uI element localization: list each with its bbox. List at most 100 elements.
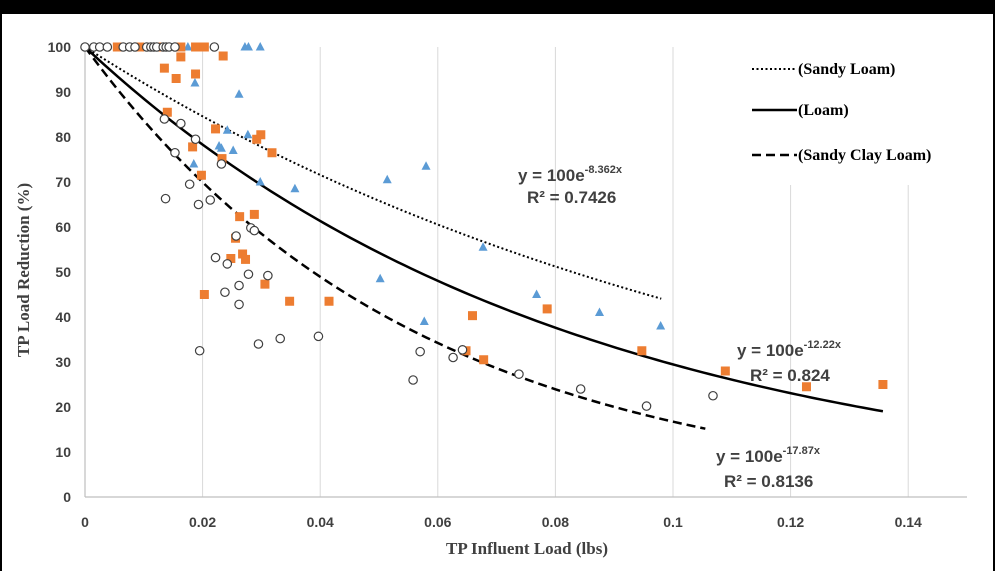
square-marker: [171, 74, 181, 83]
circle-marker: [80, 42, 90, 52]
equation-text-sandy-loam: y = 100e-8.362x: [518, 164, 623, 185]
y-tick-label: 40: [55, 309, 71, 325]
circle-marker: [220, 287, 230, 298]
triangle-marker: [243, 129, 253, 139]
circle-marker: [514, 369, 524, 379]
circle-marker: [216, 159, 227, 169]
axes: [84, 47, 967, 498]
square-marker: [479, 355, 489, 365]
circle-marker: [130, 42, 140, 52]
circle-marker: [243, 269, 254, 280]
square-marker: [188, 142, 198, 152]
circle-marker: [415, 346, 425, 357]
equation-text-loam: y = 100e-12.22x: [737, 339, 842, 360]
square-marker: [162, 107, 172, 117]
legend-label-sandy-clay-loam: (Sandy Clay Loam): [798, 147, 931, 164]
x-tick-label: 0.14: [895, 514, 922, 530]
square-marker: [249, 209, 259, 219]
square-marker: [191, 69, 201, 79]
circle-marker: [249, 225, 260, 236]
square-marker: [176, 52, 186, 62]
right-border: [993, 0, 995, 571]
x-tick-label: 0.06: [424, 514, 451, 530]
square-marker: [196, 170, 206, 180]
square-marker: [542, 304, 552, 314]
circle-marker: [193, 199, 204, 210]
triangle-marker: [228, 145, 238, 154]
left-border: [0, 0, 2, 571]
circle-marker: [231, 231, 241, 241]
circle-marker: [448, 352, 458, 363]
circle-marker: [102, 42, 113, 52]
square-marker: [256, 130, 266, 140]
r2-text-loam: R² = 0.824: [750, 366, 830, 385]
square-marker: [211, 124, 221, 134]
square-marker: [112, 42, 122, 52]
circle-marker: [170, 42, 180, 52]
y-tick-label: 60: [55, 219, 71, 235]
circle-marker: [641, 401, 652, 411]
r2-text-sandy-loam: R² = 0.7426: [527, 188, 616, 207]
circle-marker: [176, 118, 186, 129]
x-tick-label: 0: [81, 514, 89, 530]
equation-loam: y = 100e-12.22x R² = 0.824: [737, 339, 842, 385]
x-tick-label: 0.02: [189, 514, 216, 530]
legend-label-loam: (Loam): [798, 102, 849, 119]
legend: (Sandy Loam) (Loam) (Sandy Clay Loam): [742, 45, 964, 185]
square-marker: [260, 279, 270, 289]
circle-marker: [234, 299, 244, 310]
trendline-dotted: [84, 46, 662, 300]
square-marker: [801, 382, 811, 392]
y-tick-label: 30: [55, 354, 71, 370]
circle-marker: [313, 331, 324, 342]
y-tick-label: 70: [55, 174, 71, 190]
circle-marker: [575, 384, 586, 394]
data-points: [80, 42, 888, 411]
square-marker: [267, 148, 277, 158]
square-marker: [235, 212, 245, 222]
circle-marker: [209, 42, 220, 52]
y-tick-label: 0: [63, 489, 71, 505]
triangle-marker: [478, 242, 488, 251]
circle-marker: [170, 147, 180, 158]
square-marker: [199, 290, 209, 299]
triangle-marker: [290, 183, 300, 193]
triangle-marker: [222, 125, 232, 134]
r2-text-sandy-clay-loam: R² = 0.8136: [724, 472, 813, 491]
circle-marker: [408, 375, 418, 385]
tick-labels: 0 0.02 0.04 0.06 0.08 0.1 0.12 0.14 0 10 20 30 40 50 6…: [48, 39, 922, 530]
circle-marker: [263, 270, 273, 281]
y-tick-label: 50: [55, 264, 71, 280]
triangle-marker: [183, 42, 193, 51]
x-tick-label: 0.12: [777, 514, 804, 530]
equation-sandy-loam: y = 100e-8.362x R² = 0.7426: [518, 164, 623, 207]
square-marker: [324, 296, 334, 306]
triangle-marker: [532, 289, 542, 298]
circle-marker: [205, 195, 216, 205]
circle-marker: [457, 345, 468, 355]
y-axis-title: TP Load Reduction (%): [14, 183, 33, 357]
top-border: [0, 0, 995, 14]
circle-marker: [184, 179, 195, 190]
square-marker: [218, 51, 228, 61]
circle-marker: [160, 193, 171, 204]
triangle-marker: [189, 159, 199, 168]
equation-sandy-clay-loam: y = 100e-17.87x R² = 0.8136: [716, 445, 821, 491]
square-marker: [191, 42, 201, 52]
y-tick-label: 90: [55, 84, 71, 100]
y-tick-label: 80: [55, 129, 71, 145]
triangle-marker: [375, 273, 385, 283]
circle-marker: [708, 390, 718, 401]
square-marker: [467, 311, 477, 321]
circle-marker: [194, 345, 205, 356]
square-marker: [226, 254, 236, 263]
square-marker: [199, 42, 209, 52]
square-marker: [176, 42, 186, 52]
triangle-marker: [419, 316, 429, 325]
y-tick-label: 10: [55, 444, 71, 460]
x-tick-label: 0.04: [307, 514, 334, 530]
square-marker: [285, 296, 295, 306]
circle-marker: [253, 339, 264, 349]
x-tick-label: 0.1: [663, 514, 683, 530]
